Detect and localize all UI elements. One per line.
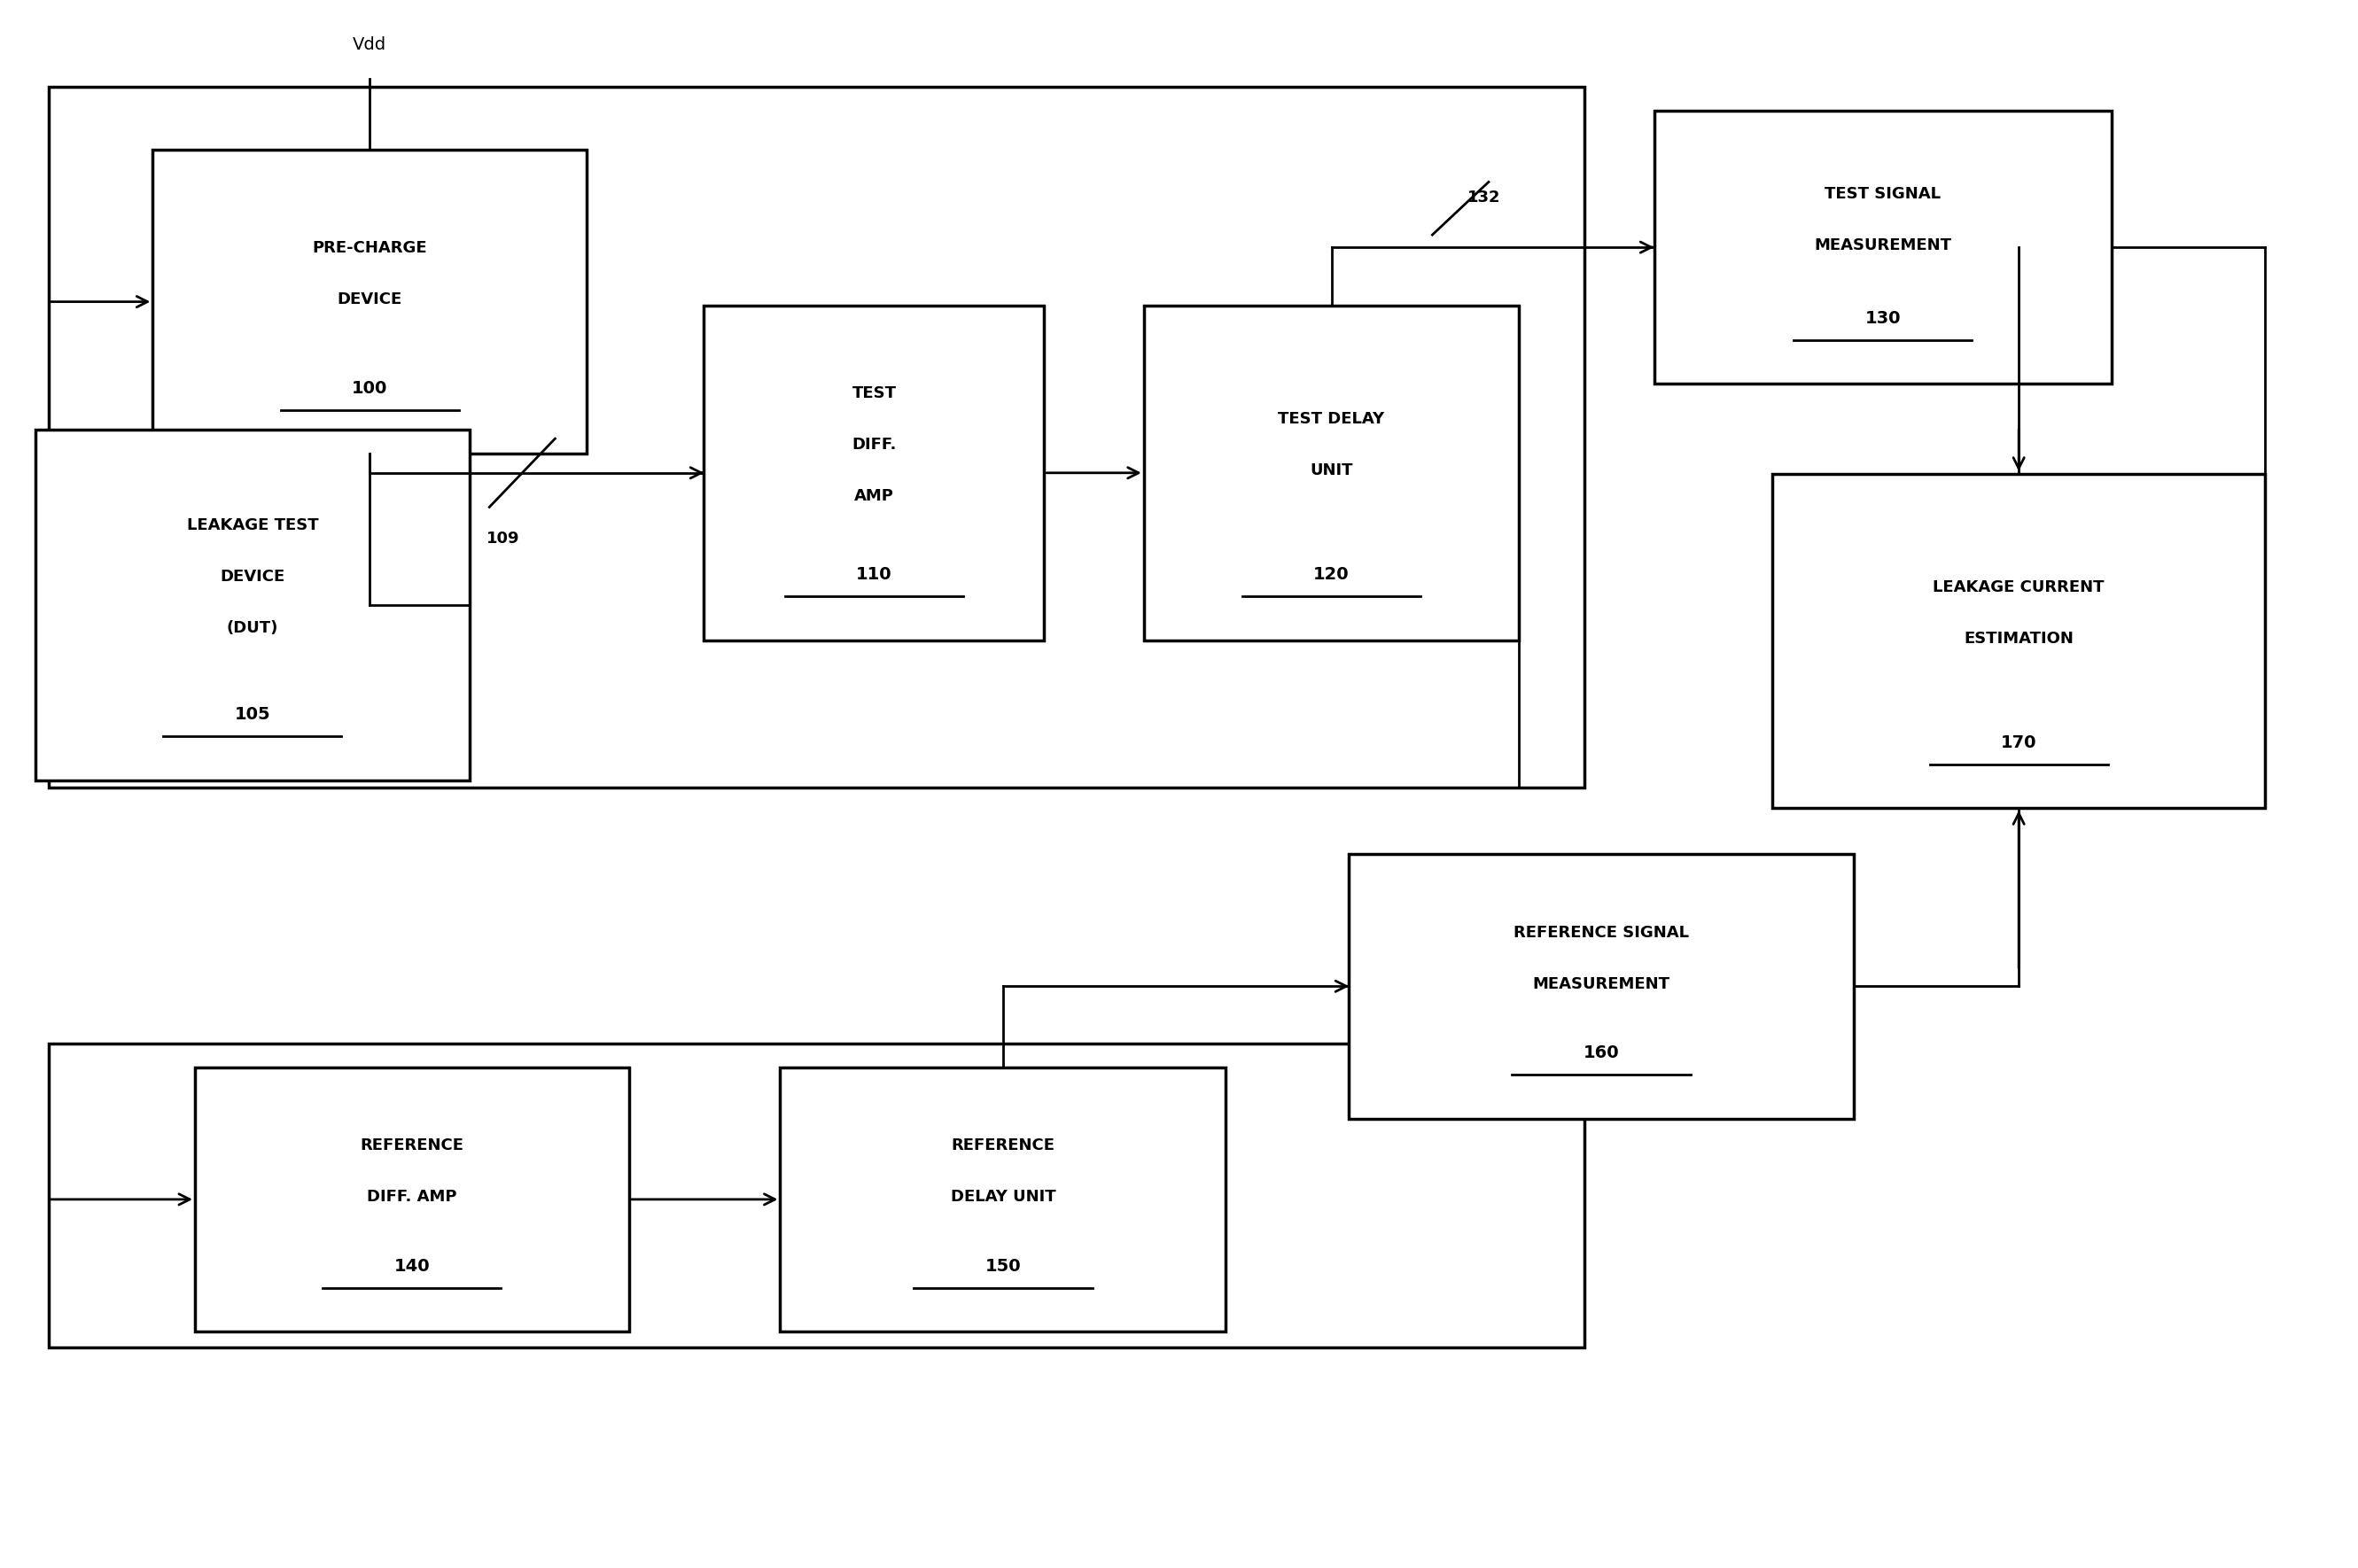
Bar — [705, 306, 1045, 640]
Text: AMP: AMP — [854, 488, 894, 505]
Text: MEASUREMENT: MEASUREMENT — [1533, 975, 1669, 993]
Text: MEASUREMENT: MEASUREMENT — [1813, 237, 1952, 252]
Bar — [1773, 474, 2266, 808]
Text: 140: 140 — [394, 1258, 429, 1275]
Text: 109: 109 — [486, 530, 521, 546]
Bar — [153, 151, 587, 453]
Text: PRE-CHARGE: PRE-CHARGE — [311, 240, 427, 256]
Bar — [50, 1044, 1585, 1347]
Text: 105: 105 — [233, 706, 271, 723]
Text: (DUT): (DUT) — [226, 621, 278, 637]
Text: Vdd: Vdd — [354, 36, 387, 53]
Text: TEST DELAY: TEST DELAY — [1278, 411, 1384, 426]
Text: DELAY UNIT: DELAY UNIT — [950, 1189, 1056, 1206]
Text: 130: 130 — [1865, 309, 1901, 326]
Text: LEAKAGE TEST: LEAKAGE TEST — [186, 517, 318, 533]
Text: 170: 170 — [2002, 734, 2037, 751]
Text: REFERENCE SIGNAL: REFERENCE SIGNAL — [1514, 925, 1688, 941]
Bar — [196, 1068, 630, 1331]
Text: 100: 100 — [351, 379, 387, 397]
Bar — [1349, 855, 1853, 1118]
Text: 120: 120 — [1313, 566, 1349, 583]
Bar — [780, 1068, 1226, 1331]
Text: UNIT: UNIT — [1311, 463, 1353, 478]
Text: DIFF.: DIFF. — [851, 437, 896, 453]
Bar — [50, 88, 1585, 787]
Text: DIFF. AMP: DIFF. AMP — [368, 1189, 457, 1206]
Text: TEST SIGNAL: TEST SIGNAL — [1825, 185, 1941, 202]
Text: 160: 160 — [1582, 1044, 1620, 1062]
Text: DEVICE: DEVICE — [219, 569, 285, 585]
Text: TEST: TEST — [851, 386, 896, 401]
Bar — [1144, 306, 1519, 640]
Text: ESTIMATION: ESTIMATION — [1964, 630, 2073, 646]
Text: LEAKAGE CURRENT: LEAKAGE CURRENT — [1934, 579, 2103, 596]
Text: DEVICE: DEVICE — [337, 292, 403, 307]
Bar — [35, 430, 469, 781]
Text: 110: 110 — [856, 566, 891, 583]
Text: 150: 150 — [986, 1258, 1021, 1275]
Text: 132: 132 — [1467, 190, 1500, 205]
Bar — [1653, 111, 2110, 384]
Text: REFERENCE: REFERENCE — [361, 1138, 465, 1154]
Text: REFERENCE: REFERENCE — [950, 1138, 1054, 1154]
